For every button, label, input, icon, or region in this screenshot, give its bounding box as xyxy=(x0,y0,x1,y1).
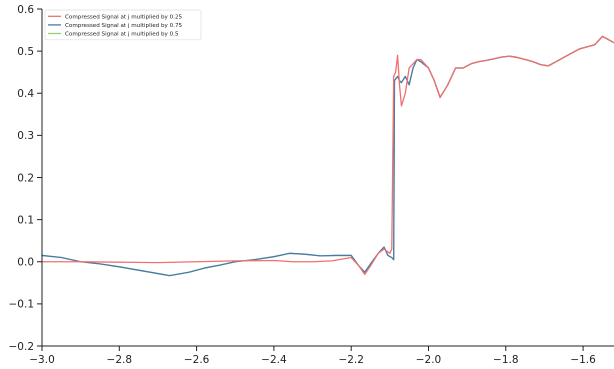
x-tick-label: −2.4 xyxy=(261,354,287,366)
axes-layer xyxy=(41,9,614,347)
x-tick-label: −2.8 xyxy=(107,354,133,366)
x-tick-label: −2.6 xyxy=(184,354,210,366)
x-tick-label: −1.6 xyxy=(570,354,596,366)
legend: Compressed Signal at j multiplied by 0.2… xyxy=(44,9,202,41)
y-tick-label: −0.2 xyxy=(9,341,35,353)
legend-label: Compressed Signal at j multiplied by 0.2… xyxy=(65,14,182,20)
y-tick-label: 0.3 xyxy=(17,130,34,142)
series-line-2 xyxy=(41,35,614,277)
y-tick-label: −0.1 xyxy=(9,299,35,311)
y-tick-label: 0.4 xyxy=(17,88,34,100)
y-tick-label: 0.6 xyxy=(17,4,34,16)
x-tick-label: −2.2 xyxy=(338,354,364,366)
series-line-1 xyxy=(41,35,614,277)
legend-label: Compressed Signal at j multiplied by 0.5 xyxy=(65,32,179,38)
y-tick-label: 0.2 xyxy=(17,172,34,184)
y-tick-label: 0.1 xyxy=(17,214,34,226)
x-tick-label: −3.0 xyxy=(29,354,55,366)
series-layer xyxy=(41,35,614,277)
x-axis-ticks: −3.0 −2.8 −2.6 −2.4 −2.2 −2.0 −1.8 −1.6 xyxy=(29,346,596,366)
legend-label: Compressed Signal at j multiplied by 0.7… xyxy=(65,23,182,29)
x-tick-label: −2.0 xyxy=(416,354,442,366)
x-tick-label: −1.8 xyxy=(493,354,519,366)
y-axis-ticks: −0.2 −0.1 0.0 0.1 0.2 0.3 0.4 0.5 0.6 xyxy=(9,4,42,353)
y-tick-label: 0.0 xyxy=(17,257,34,269)
legend-box xyxy=(44,9,202,41)
series-line-0 xyxy=(41,35,614,276)
y-tick-label: 0.5 xyxy=(17,46,34,58)
